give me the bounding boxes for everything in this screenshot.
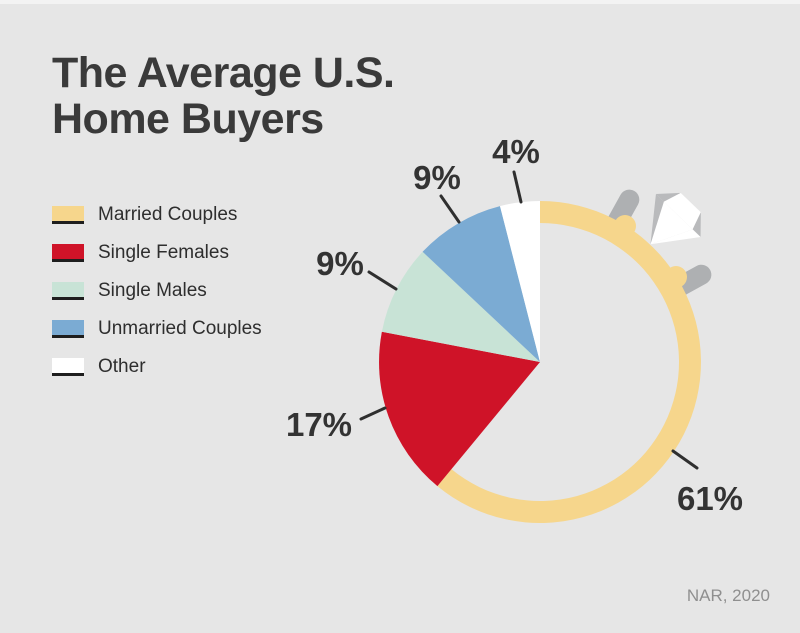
legend-label-married-couples: Married Couples: [98, 204, 238, 225]
leader-line-single-females: [359, 406, 387, 421]
legend-label-single-males: Single Males: [98, 280, 207, 301]
legend-label-unmarried-couples: Unmarried Couples: [98, 318, 262, 339]
value-label-married-couples: 61%: [676, 480, 744, 517]
legend-item-married-couples: Married Couples: [52, 204, 262, 225]
legend-swatch-married-couples: [52, 206, 84, 224]
value-label-single-males: 9%: [316, 245, 364, 282]
slice-unmarried-couples: [422, 206, 540, 362]
legend-swatch-single-females: [52, 244, 84, 262]
diamond-icon: [650, 192, 701, 245]
legend-swatch-other: [52, 358, 84, 376]
legend-label-other: Other: [98, 356, 146, 377]
leader-line-single-males: [367, 270, 398, 291]
page-title: The Average U.S. Home Buyers: [52, 50, 395, 142]
legend-label-single-females: Single Females: [98, 242, 229, 263]
legend-item-single-females: Single Females: [52, 242, 262, 263]
title-line-2: Home Buyers: [52, 95, 324, 143]
legend-swatch-single-males: [52, 282, 84, 300]
legend-swatch-unmarried-couples: [52, 320, 84, 338]
title-line-1: The Average U.S.: [52, 49, 395, 97]
legend-item-other: Other: [52, 356, 262, 377]
leader-line-married-couples: [671, 449, 699, 470]
slice-other: [500, 201, 540, 362]
ring-setting-bump: [614, 215, 636, 237]
legend: Married Couples Single Females Single Ma…: [52, 204, 262, 395]
value-label-other: 4%: [492, 133, 540, 170]
leader-line-unmarried-couples: [439, 194, 461, 224]
slice-married-couples-ring-band: [437, 201, 701, 524]
value-label-single-females: 17%: [285, 406, 353, 443]
legend-item-single-males: Single Males: [52, 280, 262, 301]
top-edge-highlight: [0, 0, 800, 4]
slice-single-females: [379, 331, 540, 487]
leader-line-other: [512, 170, 523, 204]
source-citation: NAR, 2020: [686, 586, 770, 605]
ring-setting-bump: [665, 266, 687, 288]
leader-lines: [359, 170, 699, 470]
legend-item-unmarried-couples: Unmarried Couples: [52, 318, 262, 339]
value-label-unmarried-couples: 9%: [413, 159, 461, 196]
slice-single-males: [381, 251, 540, 362]
